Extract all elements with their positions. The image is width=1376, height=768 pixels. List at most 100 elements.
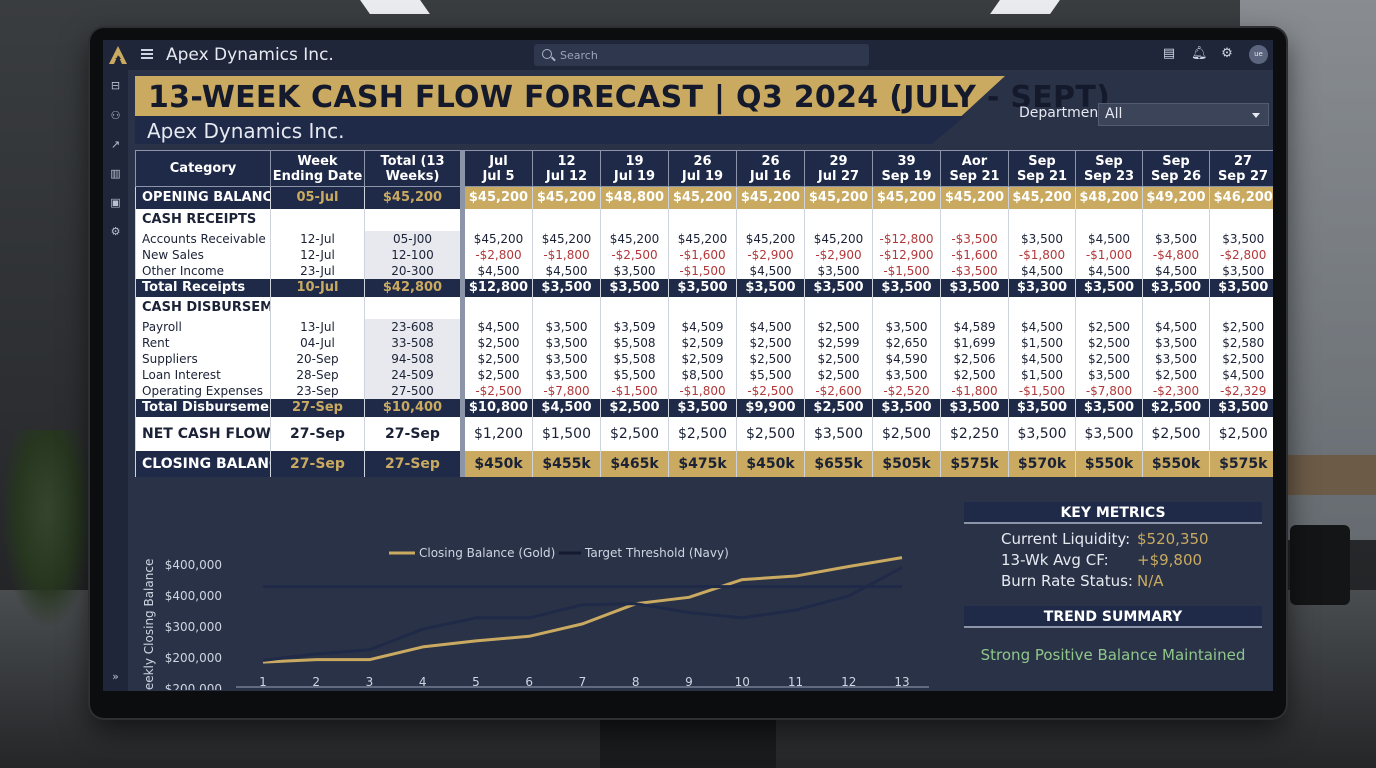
total-receipts-row[interactable]: Total Receipts 10-Jul $42,800 $12,800 $3,500… <box>135 278 1273 297</box>
row-date: 27-Sep <box>270 398 365 417</box>
total-cell: $3,300 <box>1008 278 1076 297</box>
table-cell: -$2,600 <box>804 382 873 399</box>
receipt-row[interactable]: New Sales 12-Jul 12-100 -$2,800 -$1,800 -$2,5… <box>135 246 1273 263</box>
table-cell: $2,500 <box>1209 350 1273 367</box>
department-select[interactable]: All <box>1098 103 1269 126</box>
week-header-top: 12 <box>557 153 576 169</box>
header-week[interactable]: 27 Sep 27 <box>1209 150 1273 187</box>
header-week[interactable]: Sep Sep 21 <box>1008 150 1076 187</box>
table-cell: -$1,500 <box>668 262 737 279</box>
row-total: 20-300 <box>364 262 463 279</box>
table-cell: -$1,500 <box>1008 382 1076 399</box>
header-week[interactable]: 26 Jul 19 <box>668 150 737 187</box>
bell-icon[interactable]: 🔔︎ <box>1191 46 1208 61</box>
table-cell: $2,500 <box>1075 334 1143 351</box>
table-cell: $2,500 <box>736 334 805 351</box>
rail-database-icon[interactable]: ⊟ <box>110 79 121 92</box>
table-cell: -$2,520 <box>872 382 941 399</box>
table-cell: $2,500 <box>1142 366 1210 383</box>
table-cell: $4,500 <box>460 318 533 335</box>
week-header-top: Aor <box>961 153 988 169</box>
row-label: Loan Interest <box>135 366 271 383</box>
x-tick-label: 9 <box>685 675 693 689</box>
row-label: Total Disbursements <box>135 398 271 417</box>
table-cell: $4,500 <box>1209 366 1273 383</box>
disbursement-row[interactable]: Rent 04-Jul 33-508 $2,500 $3,500 $5,508 $2,509… <box>135 334 1273 351</box>
section-spacer <box>532 296 601 319</box>
table-cell: $3,500 <box>532 350 601 367</box>
header-week[interactable]: 39 Sep 19 <box>872 150 941 187</box>
rail-trend-icon[interactable]: ↗ <box>110 138 121 151</box>
total-cell: $2,500 <box>804 398 873 417</box>
section-spacer <box>668 296 737 319</box>
closing-balance-row[interactable]: CLOSING BALANCE27-Sep27-Sep$450k$455k$46… <box>135 450 1273 477</box>
x-tick-label: 1 <box>259 675 267 689</box>
opening-balance-cell: $45,200 <box>1008 186 1076 209</box>
row-label: New Sales <box>135 246 271 263</box>
net-cell: $3,500 <box>1075 416 1143 451</box>
x-tick-label: 3 <box>366 675 374 689</box>
total-cell: $3,500 <box>1075 278 1143 297</box>
gear-icon[interactable]: ⚙ <box>1221 46 1233 61</box>
section-spacer <box>736 296 805 319</box>
series-line <box>262 566 903 662</box>
week-header-top: 39 <box>897 153 916 169</box>
opening-balance-cell: $45,200 <box>668 186 737 209</box>
metric-value: N/A <box>1137 572 1164 590</box>
table-cell: $4,500 <box>532 262 601 279</box>
search-input[interactable] <box>560 44 860 66</box>
header-week[interactable]: Aor Sep 21 <box>940 150 1009 187</box>
header-week[interactable]: 19 Jul 19 <box>600 150 669 187</box>
rail-bar-chart-icon[interactable]: ▥ <box>110 167 121 180</box>
week-header-top: Sep <box>1095 153 1123 169</box>
opening-balance-cell: $46,200 <box>1209 186 1273 209</box>
row-total: $45,200 <box>364 186 463 209</box>
rail-users-icon[interactable]: ⚇ <box>110 109 121 122</box>
receipt-row[interactable]: Other Income 23-Jul 20-300 $4,500 $4,500 $3,5… <box>135 262 1273 279</box>
header-category[interactable]: Category <box>135 150 271 187</box>
section-spacer <box>872 296 941 319</box>
avatar[interactable]: ue <box>1249 45 1268 64</box>
y-tick-label: $300,000 <box>165 620 222 634</box>
section-spacer <box>940 296 1009 319</box>
closing-cell: $455k <box>532 450 601 477</box>
disbursement-row[interactable]: Loan Interest 28-Sep 24-509 $2,500 $3,500 $5,… <box>135 366 1273 383</box>
receipt-row[interactable]: Accounts Receivable 12-Jul 05-J00 $45,200 $4… <box>135 230 1273 247</box>
total-disbursements-row[interactable]: Total Disbursements27-Sep$10,400$10,800$… <box>135 398 1273 417</box>
header-week[interactable]: Jul Jul 5 <box>460 150 533 187</box>
table-cell: $45,200 <box>460 230 533 247</box>
header-week-ending[interactable]: Week Ending Date <box>270 150 365 187</box>
rail-expand-icon[interactable]: » <box>112 670 119 683</box>
x-tick-label: 7 <box>579 675 587 689</box>
week-header-bottom: Jul 5 <box>482 168 515 184</box>
disbursement-row[interactable]: Payroll 13-Jul 23-608 $4,500 $3,500 $3,509 $4,… <box>135 318 1273 335</box>
table-cell: -$1,800 <box>532 246 601 263</box>
table-cell: $2,500 <box>804 366 873 383</box>
header-week[interactable]: 26 Jul 16 <box>736 150 805 187</box>
y-tick-label: $200,000 <box>165 651 222 665</box>
app-title: Apex Dynamics Inc. <box>166 45 334 65</box>
header-week[interactable]: Sep Sep 23 <box>1075 150 1143 187</box>
section-spacer <box>804 296 873 319</box>
search-box[interactable] <box>534 44 869 66</box>
calendar-icon[interactable]: ▤ <box>1162 46 1176 61</box>
rail-settings-icon[interactable]: ⚙ <box>110 225 121 238</box>
table-cell: $5,500 <box>736 366 805 383</box>
top-bar: Apex Dynamics Inc. ▤ 🔔︎ ⚙ ue <box>103 40 1273 70</box>
opening-balance-row[interactable]: OPENING BALANCE 05-Jul $45,200 $45,200 $45,2… <box>135 186 1273 209</box>
disbursement-row[interactable]: Suppliers 20-Sep 94-508 $2,500 $3,500 $5,508 $… <box>135 350 1273 367</box>
header-week[interactable]: 12 Jul 12 <box>532 150 601 187</box>
table-cell: -$1,600 <box>668 246 737 263</box>
table-cell: -$1,800 <box>668 382 737 399</box>
hamburger-menu-icon[interactable] <box>141 49 153 59</box>
net-cash-flow-row[interactable]: NET CASH FLOW 27-Sep 27-Sep $1,200 $1,500 $2,… <box>135 416 1273 451</box>
header-week[interactable]: 29 Jul 27 <box>804 150 873 187</box>
disbursement-row[interactable]: Operating Expenses 23-Sep 27-500 -$2,500 -$7… <box>135 382 1273 399</box>
rail-document-icon[interactable]: ▣ <box>110 196 121 209</box>
header-week[interactable]: Sep Sep 26 <box>1142 150 1210 187</box>
section-spacer <box>1209 208 1273 231</box>
row-label: NET CASH FLOW <box>135 416 271 451</box>
section-spacer <box>460 296 533 319</box>
header-total[interactable]: Total (13 Weeks) <box>364 150 463 187</box>
apex-logo-icon[interactable] <box>107 44 129 66</box>
